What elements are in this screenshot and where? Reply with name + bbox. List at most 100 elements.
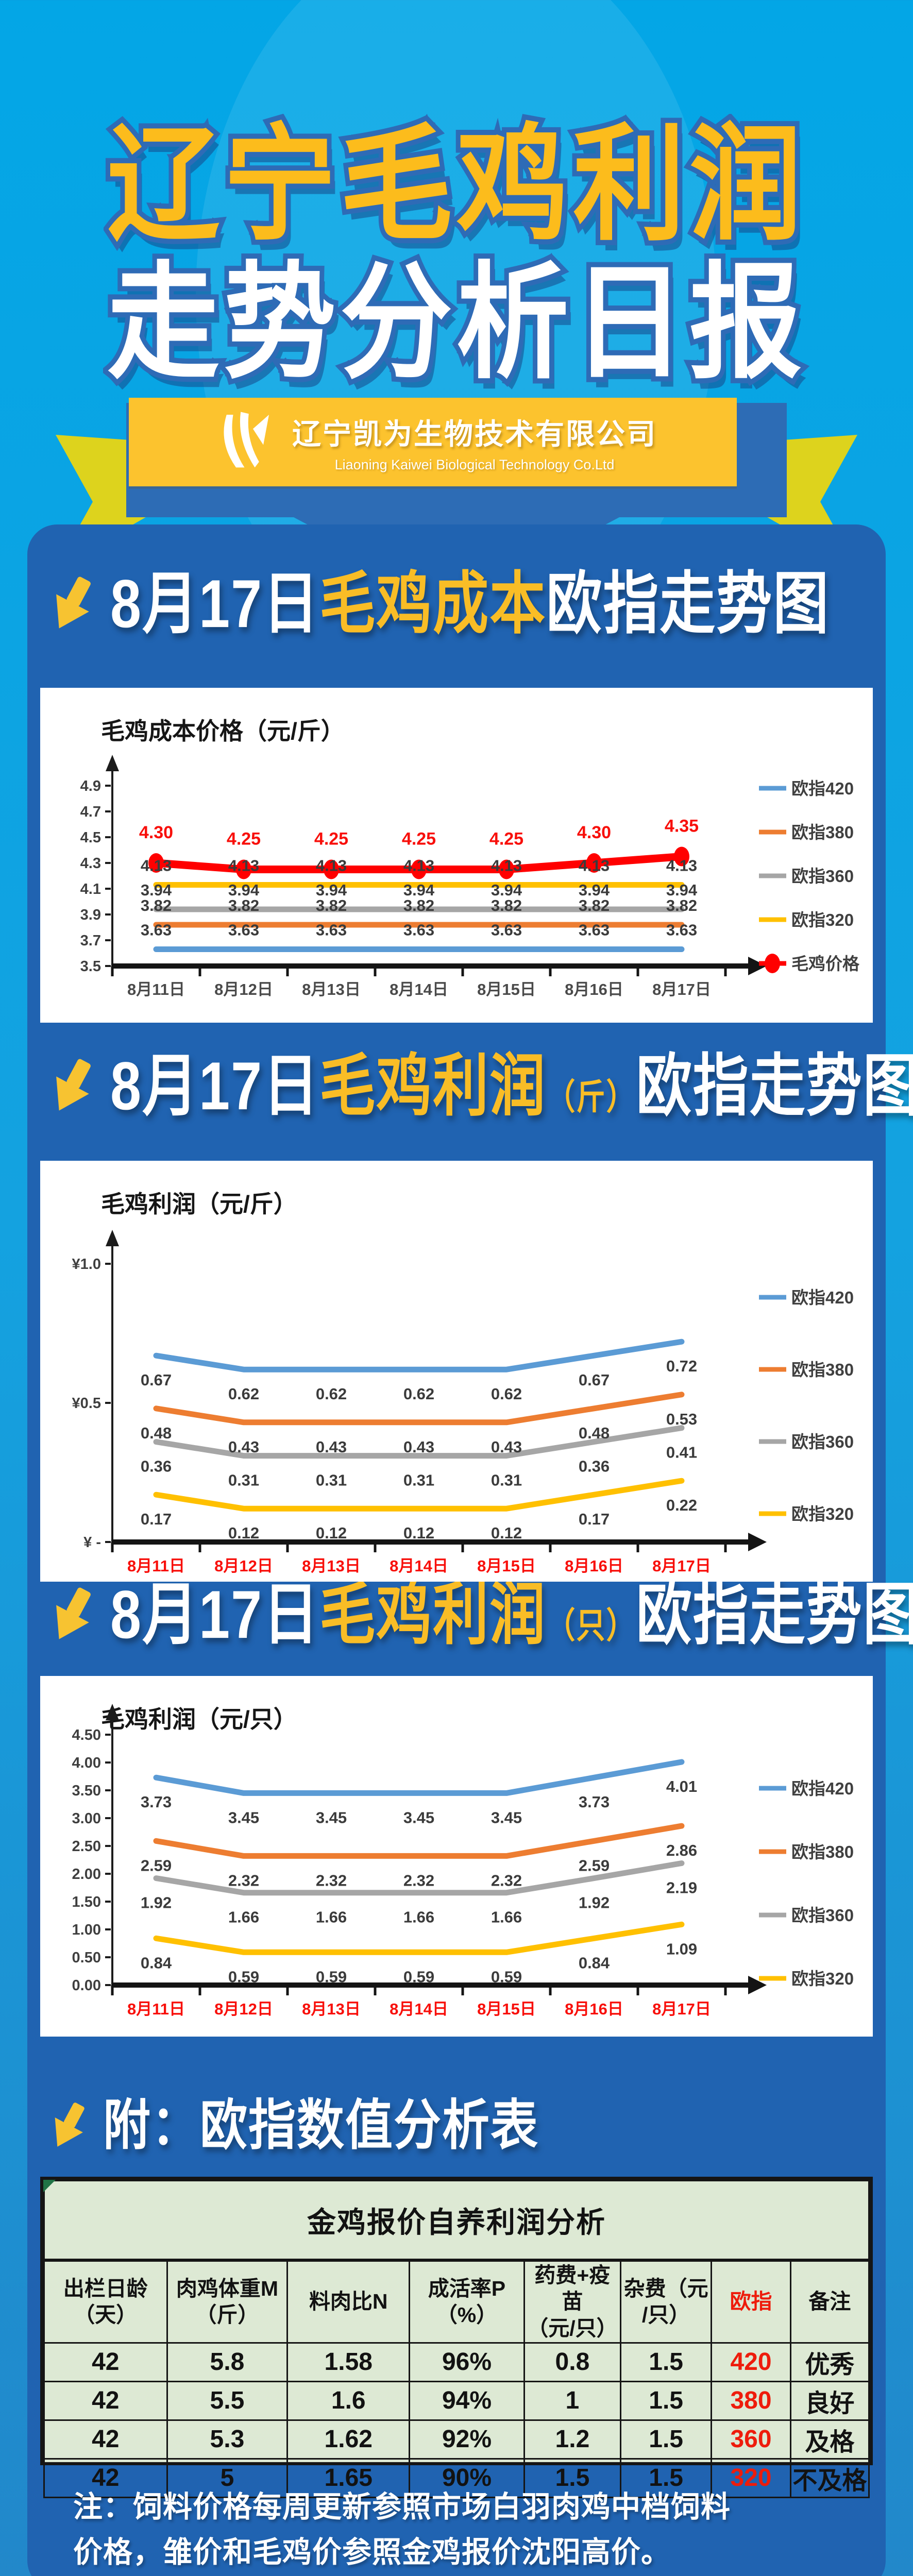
data-label: 3.63	[403, 921, 434, 939]
data-label: 4.25	[402, 829, 436, 849]
data-label: 3.94	[491, 881, 522, 899]
data-label: 0.59	[316, 1968, 347, 1986]
note-line-2: 价格，雏价和毛鸡价参照金鸡报价沈阳高价。	[73, 2536, 671, 2569]
section-title-part: 欧指走势图	[636, 1576, 913, 1653]
table-cell: 1.65	[286, 2458, 411, 2498]
legend-label: 欧指420	[791, 779, 854, 798]
series-marker	[499, 859, 514, 879]
table-cell: 42	[43, 2342, 168, 2382]
x-tick-label: 8月11日	[127, 2000, 185, 2018]
data-label: 3.94	[316, 881, 347, 899]
data-label: 0.12	[491, 1524, 522, 1542]
data-label: 0.84	[141, 1954, 172, 1972]
table-cell: 不及格	[789, 2458, 870, 2498]
legend-label: 欧指320	[791, 1504, 854, 1523]
data-label: 0.31	[491, 1471, 522, 1489]
table-cell: 94%	[409, 2380, 525, 2421]
yellow-arrow-icon	[56, 577, 91, 629]
data-label: 3.82	[666, 896, 697, 914]
yellow-arrow-icon	[55, 2103, 84, 2147]
y-tick-label: 0.00	[72, 1977, 101, 1994]
x-tick-label: 8月17日	[652, 2000, 711, 2018]
table-header-cell: 药费+疫苗 （元/只）	[523, 2259, 622, 2344]
data-label: 0.62	[228, 1385, 259, 1403]
legend-label: 欧指380	[791, 823, 854, 842]
data-label: 4.30	[577, 823, 611, 842]
x-tick-label: 8月17日	[652, 980, 711, 998]
data-label: 3.45	[316, 1808, 347, 1826]
series-line	[153, 1425, 685, 1459]
data-label: 0.41	[666, 1444, 697, 1462]
y-tick-label: 4.50	[72, 1727, 101, 1743]
data-label: 4.13	[491, 857, 522, 875]
section-title-part: 8月17日	[110, 1576, 320, 1653]
data-label: 0.36	[141, 1458, 172, 1476]
y-tick-label: 4.5	[80, 829, 101, 846]
table-title: 金鸡报价自养利润分析	[43, 2180, 870, 2262]
table-cell: 1.2	[523, 2419, 622, 2460]
data-label: 3.82	[228, 896, 259, 914]
legend-label: 欧指360	[791, 1432, 854, 1451]
data-label: 4.13	[666, 857, 697, 875]
data-label: 3.63	[579, 921, 610, 939]
series-marker	[148, 853, 164, 873]
section-title-analysis-table: 附：欧指数值分析表	[47, 2098, 539, 2153]
legend-label: 毛鸡价格	[791, 954, 860, 973]
x-tick-label: 8月15日	[477, 1557, 536, 1575]
chart-card-profit-per-bird: 毛鸡利润（元/只） 4.50 4.00 3.50 3.00 2.50 2.00 1.50 1.0…	[40, 1676, 873, 2037]
company-name-cn: 辽宁凯为生物技术有限公司	[292, 418, 657, 450]
main-title-line2-outline: 走势分析日报	[103, 253, 806, 394]
table-header-cell: 出栏日龄 （天）	[43, 2259, 168, 2344]
note-line-1: 注：饲料价格每周更新参照市场白羽肉鸡中档饲料	[73, 2490, 731, 2523]
table-header-cell: 肉鸡体重M （斤）	[166, 2259, 289, 2344]
table-cell: 5	[166, 2458, 289, 2498]
data-label: 2.32	[228, 1871, 259, 1889]
series-marker	[411, 859, 427, 879]
table-cell: 420	[711, 2342, 791, 2382]
data-label: 1.66	[228, 1908, 259, 1926]
data-label: 3.82	[316, 896, 347, 914]
data-label: 0.22	[666, 1496, 697, 1514]
y-tick-label: ¥1.0	[72, 1256, 101, 1273]
table-cell: 42	[43, 2380, 168, 2421]
data-label: 2.19	[666, 1879, 697, 1897]
data-label: 2.32	[316, 1871, 347, 1889]
legend-label: 欧指420	[791, 1288, 854, 1307]
table-cell: 360	[711, 2419, 791, 2460]
data-label: 3.82	[141, 896, 172, 914]
table-cell: 90%	[409, 2458, 525, 2498]
chart-card-cost: 毛鸡成本价格（元/斤） 4.9 4.7 4.5 4.3 4.1 3.9 3.7 3.5 8月11日…	[40, 688, 873, 1023]
x-tick-label: 8月12日	[214, 980, 273, 998]
data-label: 3.63	[141, 921, 172, 939]
table-cell: 优秀	[789, 2342, 870, 2382]
x-tick-label: 8月11日	[127, 1557, 185, 1575]
series-line	[153, 1478, 685, 1512]
series-line	[153, 1860, 685, 1896]
data-label: 4.25	[227, 829, 261, 849]
y-tick-label: 2.50	[72, 1838, 101, 1855]
y-tick-label: 3.7	[80, 933, 101, 949]
data-label: 2.32	[403, 1871, 434, 1889]
table-cell: 42	[43, 2458, 168, 2498]
data-label: 4.13	[228, 857, 259, 875]
company-name-en: Liaoning Kaiwei Biological Technology Co…	[334, 457, 615, 472]
cost-line-chart: 毛鸡成本价格（元/斤） 4.9 4.7 4.5 4.3 4.1 3.9 3.7 3.5 8月11日…	[80, 718, 860, 998]
table-cell: 380	[711, 2380, 791, 2421]
table-cell: 5.3	[166, 2419, 289, 2460]
table-header-row: 出栏日龄 （天） 肉鸡体重M （斤） 料肉比N 成活率P （%） 药费+疫苗 （元/只）…	[43, 2259, 870, 2344]
series-marker	[586, 853, 602, 873]
series-marker	[236, 859, 251, 879]
data-label: 0.31	[403, 1471, 434, 1489]
section-title-part: 8月17日	[110, 565, 320, 642]
legend-label: 欧指380	[791, 1842, 854, 1861]
data-label: 0.43	[316, 1438, 347, 1456]
section-title-part: （只）	[546, 1605, 636, 1646]
data-label: 3.45	[403, 1808, 434, 1826]
table-cell: 1.5	[620, 2342, 713, 2382]
y-tick-label: 4.7	[80, 804, 101, 820]
data-label: 3.63	[316, 921, 347, 939]
profit-per-jin-line-chart: 毛鸡利润（元/斤） ¥1.0 ¥0.5 ¥ - 8月11日 8月12日 8月13日 8月14日…	[72, 1191, 854, 1575]
analysis-table: 金鸡报价自养利润分析 出栏日龄 （天） 肉鸡体重M （斤） 料肉比N 成活率P （%）药…	[43, 2180, 870, 2498]
x-tick-label: 8月16日	[565, 2000, 623, 2018]
data-label: 3.82	[403, 896, 434, 914]
